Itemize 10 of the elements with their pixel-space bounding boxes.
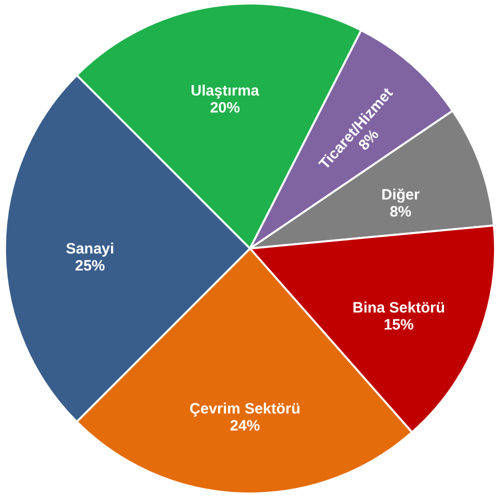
data-label: 15% [384,316,414,334]
data-label: 24% [230,417,260,434]
slice-label: Sanayi [66,240,114,258]
slice-label: Ulaştırma [190,82,260,100]
data-label: 20% [210,99,240,116]
slice-label: Çevrim Sektörü [190,400,300,418]
slice-label: Diğer [381,186,420,204]
data-label: 25% [74,258,106,274]
data-label: 8% [390,203,412,220]
slice-label: Bina Sektörü [352,299,446,316]
